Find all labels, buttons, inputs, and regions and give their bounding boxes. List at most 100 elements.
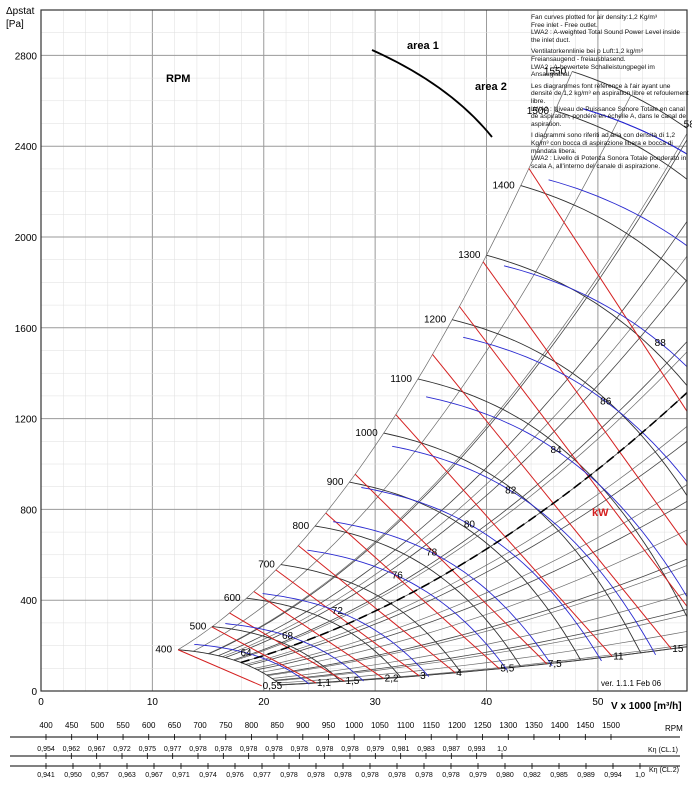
sound-line (392, 445, 656, 656)
scale-label: 0,977 (164, 746, 182, 753)
power-label: 2,2 (385, 674, 399, 685)
rpm-curve-label: 1400 (493, 181, 516, 192)
y-tick-label: 800 (20, 505, 37, 516)
area-boundary (371, 49, 493, 138)
sound-line (194, 643, 310, 685)
sound-label: 78 (426, 547, 438, 558)
rpm-curve-label: 1550 (544, 66, 567, 77)
scale-label: 0,957 (91, 772, 109, 779)
scale-label: 600 (142, 721, 156, 730)
rpm-curve-label: 500 (190, 622, 207, 633)
rpm-curve-label: 1200 (424, 315, 447, 326)
power-line (459, 306, 687, 608)
rpm-curve-label: 900 (327, 477, 344, 488)
scale-label: 0,978 (361, 772, 379, 779)
sound-label: 76 (392, 571, 404, 582)
power-line (528, 168, 687, 413)
rpm-curve (246, 597, 402, 678)
rpm-curve-label: 600 (224, 593, 241, 604)
note-de-1: Ventilatorkennlinie bei p Luft:1,2 kg/m³ (531, 48, 643, 56)
x-tick-label: 10 (147, 697, 159, 708)
scale-label: 0,983 (417, 746, 435, 753)
sound-line (262, 593, 430, 677)
efficiency-line (257, 500, 687, 671)
kw-label: kW (592, 507, 609, 519)
sound-label: 80 (464, 519, 476, 530)
efficiency-line (280, 646, 687, 686)
scale-label: 0,977 (253, 772, 271, 779)
power-line (177, 649, 262, 687)
power-line (395, 414, 613, 657)
rpm-curve (178, 649, 282, 686)
rpm-curve (349, 481, 582, 661)
power-label: 15 (672, 644, 684, 655)
scale-label: 450 (65, 721, 79, 730)
power-label: 7,5 (548, 659, 562, 670)
scale-label: 0,978 (215, 746, 233, 753)
scale-label: 0,978 (341, 746, 359, 753)
power-label: 4 (456, 668, 462, 679)
scale-label: 1,0 (635, 772, 645, 779)
scale-label: 0,978 (240, 746, 258, 753)
version-label: ver. 1.1.1 Feb 06 (601, 679, 662, 688)
rpm-curve (572, 71, 687, 129)
note-en-2: Free inlet - Free outlet. (531, 21, 598, 29)
x-tick-label: 40 (481, 697, 493, 708)
k-cl2-label: Kη (CL.2) (649, 767, 679, 774)
power-label: 11 (613, 651, 624, 662)
scale-label: 900 (296, 721, 310, 730)
x-tick-label: 20 (258, 697, 270, 708)
k-cl1-label: Kη (CL.1) (648, 747, 678, 754)
scale-label: 0,978 (334, 772, 352, 779)
scale-label: 0,974 (199, 772, 217, 779)
rpm-curve-label: 1300 (458, 250, 481, 261)
sound-label: 88 (655, 338, 667, 349)
scale-label: 0,978 (189, 746, 207, 753)
scale-label: 0,979 (367, 746, 385, 753)
y-tick-label: 2400 (15, 142, 38, 153)
scale-label: 0,978 (265, 746, 283, 753)
efficiency-line (208, 138, 687, 655)
sound-label: 82 (505, 486, 517, 497)
rpm-curve-label: 1000 (355, 428, 378, 439)
scale-label: 400 (39, 721, 53, 730)
power-line (211, 626, 317, 684)
bottom-scales: 400 450 500 550 600 650 700 750 800 850 900 950 1000… (10, 721, 683, 779)
x-tick-label: 0 (38, 697, 44, 708)
scale-label: 0,962 (63, 746, 81, 753)
power-label: 1,1 (317, 678, 331, 689)
power-line (253, 591, 384, 679)
sound-line (333, 521, 553, 667)
scale-label: 0,954 (37, 746, 55, 753)
power-line (275, 569, 420, 677)
scale-label: 0,963 (118, 772, 136, 779)
x-axis-label: V x 1000 [m³/h] (611, 701, 682, 712)
sound-line (503, 265, 687, 368)
scale-label: 0,985 (550, 772, 568, 779)
scale-label: 0,987 (443, 746, 461, 753)
efficiency-label: 58% (684, 120, 692, 131)
rpm-curve (417, 378, 687, 618)
rpm-curve (554, 110, 687, 180)
rpm-curve (520, 185, 687, 282)
power-label: 3 (420, 671, 426, 682)
scale-label: 0,941 (37, 772, 55, 779)
scale-label: 0,978 (291, 746, 309, 753)
note-fr-1: Les diagrammes font référence à l'air ay… (531, 82, 689, 105)
scale-label: 0,978 (415, 772, 433, 779)
scale-label: 0,967 (145, 772, 163, 779)
efficiency-line (266, 558, 687, 676)
scale-label: 0,978 (388, 772, 406, 779)
power-line (432, 354, 672, 650)
efficiency-line (247, 440, 687, 666)
rpm-curve (383, 432, 642, 654)
curves (177, 71, 687, 687)
scale-label: 0,993 (468, 746, 486, 753)
y-tick-label: 0 (31, 687, 37, 698)
note-de-3: LWA2 : A-bewertete Schalleistungpegel im… (531, 63, 655, 79)
power-label: 1,5 (345, 676, 359, 687)
sound-line (548, 179, 687, 247)
scale-label: 750 (219, 721, 233, 730)
scale-label: 1250 (474, 721, 492, 730)
sound-label: 86 (600, 396, 612, 407)
